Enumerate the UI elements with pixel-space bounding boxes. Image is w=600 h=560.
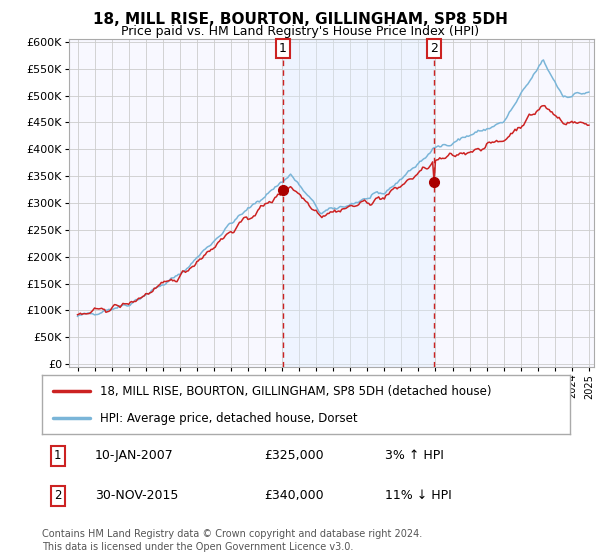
Text: 2: 2 xyxy=(54,489,62,502)
Text: 3% ↑ HPI: 3% ↑ HPI xyxy=(385,449,444,463)
Text: 2: 2 xyxy=(430,42,438,55)
Text: HPI: Average price, detached house, Dorset: HPI: Average price, detached house, Dors… xyxy=(100,412,358,424)
Text: 11% ↓ HPI: 11% ↓ HPI xyxy=(385,489,452,502)
Text: 18, MILL RISE, BOURTON, GILLINGHAM, SP8 5DH: 18, MILL RISE, BOURTON, GILLINGHAM, SP8 … xyxy=(92,12,508,27)
Text: 1: 1 xyxy=(279,42,287,55)
Text: Contains HM Land Registry data © Crown copyright and database right 2024.: Contains HM Land Registry data © Crown c… xyxy=(42,529,422,539)
Text: 30-NOV-2015: 30-NOV-2015 xyxy=(95,489,178,502)
Text: £340,000: £340,000 xyxy=(264,489,323,502)
Text: 10-JAN-2007: 10-JAN-2007 xyxy=(95,449,173,463)
Text: Price paid vs. HM Land Registry's House Price Index (HPI): Price paid vs. HM Land Registry's House … xyxy=(121,25,479,39)
Text: This data is licensed under the Open Government Licence v3.0.: This data is licensed under the Open Gov… xyxy=(42,542,353,552)
Text: 18, MILL RISE, BOURTON, GILLINGHAM, SP8 5DH (detached house): 18, MILL RISE, BOURTON, GILLINGHAM, SP8 … xyxy=(100,385,491,398)
Text: 1: 1 xyxy=(54,449,62,463)
Text: £325,000: £325,000 xyxy=(264,449,323,463)
Bar xyxy=(283,39,434,367)
